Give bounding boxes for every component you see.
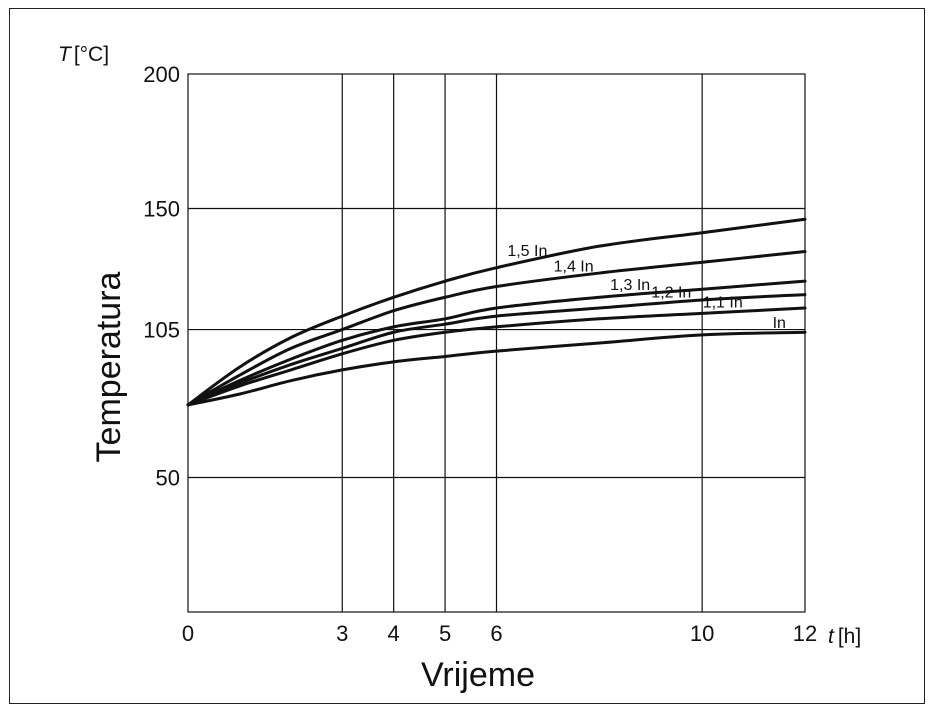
series-line	[186, 306, 807, 407]
series-label: 1,4 In	[554, 258, 594, 275]
x-tick-label: 5	[439, 621, 451, 646]
x-tick-label: 12	[793, 621, 817, 646]
x-tick-label: 4	[388, 621, 400, 646]
y-tick-label: 150	[143, 197, 180, 222]
series-label: In	[773, 315, 786, 332]
x-tick-label: 6	[490, 621, 502, 646]
series-line	[186, 293, 807, 407]
series-line	[186, 330, 807, 407]
x-tick-label: 3	[336, 621, 348, 646]
series-line	[186, 217, 807, 407]
y-tick-label: 50	[156, 466, 180, 491]
chart-frame	[9, 8, 925, 704]
x-axis-title: Vrijeme	[421, 656, 535, 694]
y-axis-symbol-unit: T [°C]	[58, 43, 109, 66]
series-line	[186, 279, 807, 407]
x-tick-label: 10	[690, 621, 714, 646]
series-label: 1,3 In	[610, 277, 650, 294]
plot-area-border	[187, 73, 806, 613]
y-tick-label: 200	[143, 62, 180, 87]
x-axis-symbol-unit: t [h]	[828, 625, 861, 648]
y-tick-label: 105	[143, 318, 180, 343]
series-label: 1,5 In	[507, 243, 547, 260]
series-lines: 1,5 In 1,4 In 1,3 In 1,2 In 1,1 In In	[186, 217, 807, 407]
grid	[188, 74, 805, 612]
series-label: 1,2 In	[651, 284, 691, 301]
tick-labels: 0 3 4 5 6 10 12 50 105 150 200	[143, 62, 817, 646]
x-tick-label: 0	[182, 621, 194, 646]
series-line	[186, 250, 807, 407]
series-label: 1,1 In	[703, 294, 743, 311]
y-axis-title: Temperatura	[90, 271, 128, 462]
